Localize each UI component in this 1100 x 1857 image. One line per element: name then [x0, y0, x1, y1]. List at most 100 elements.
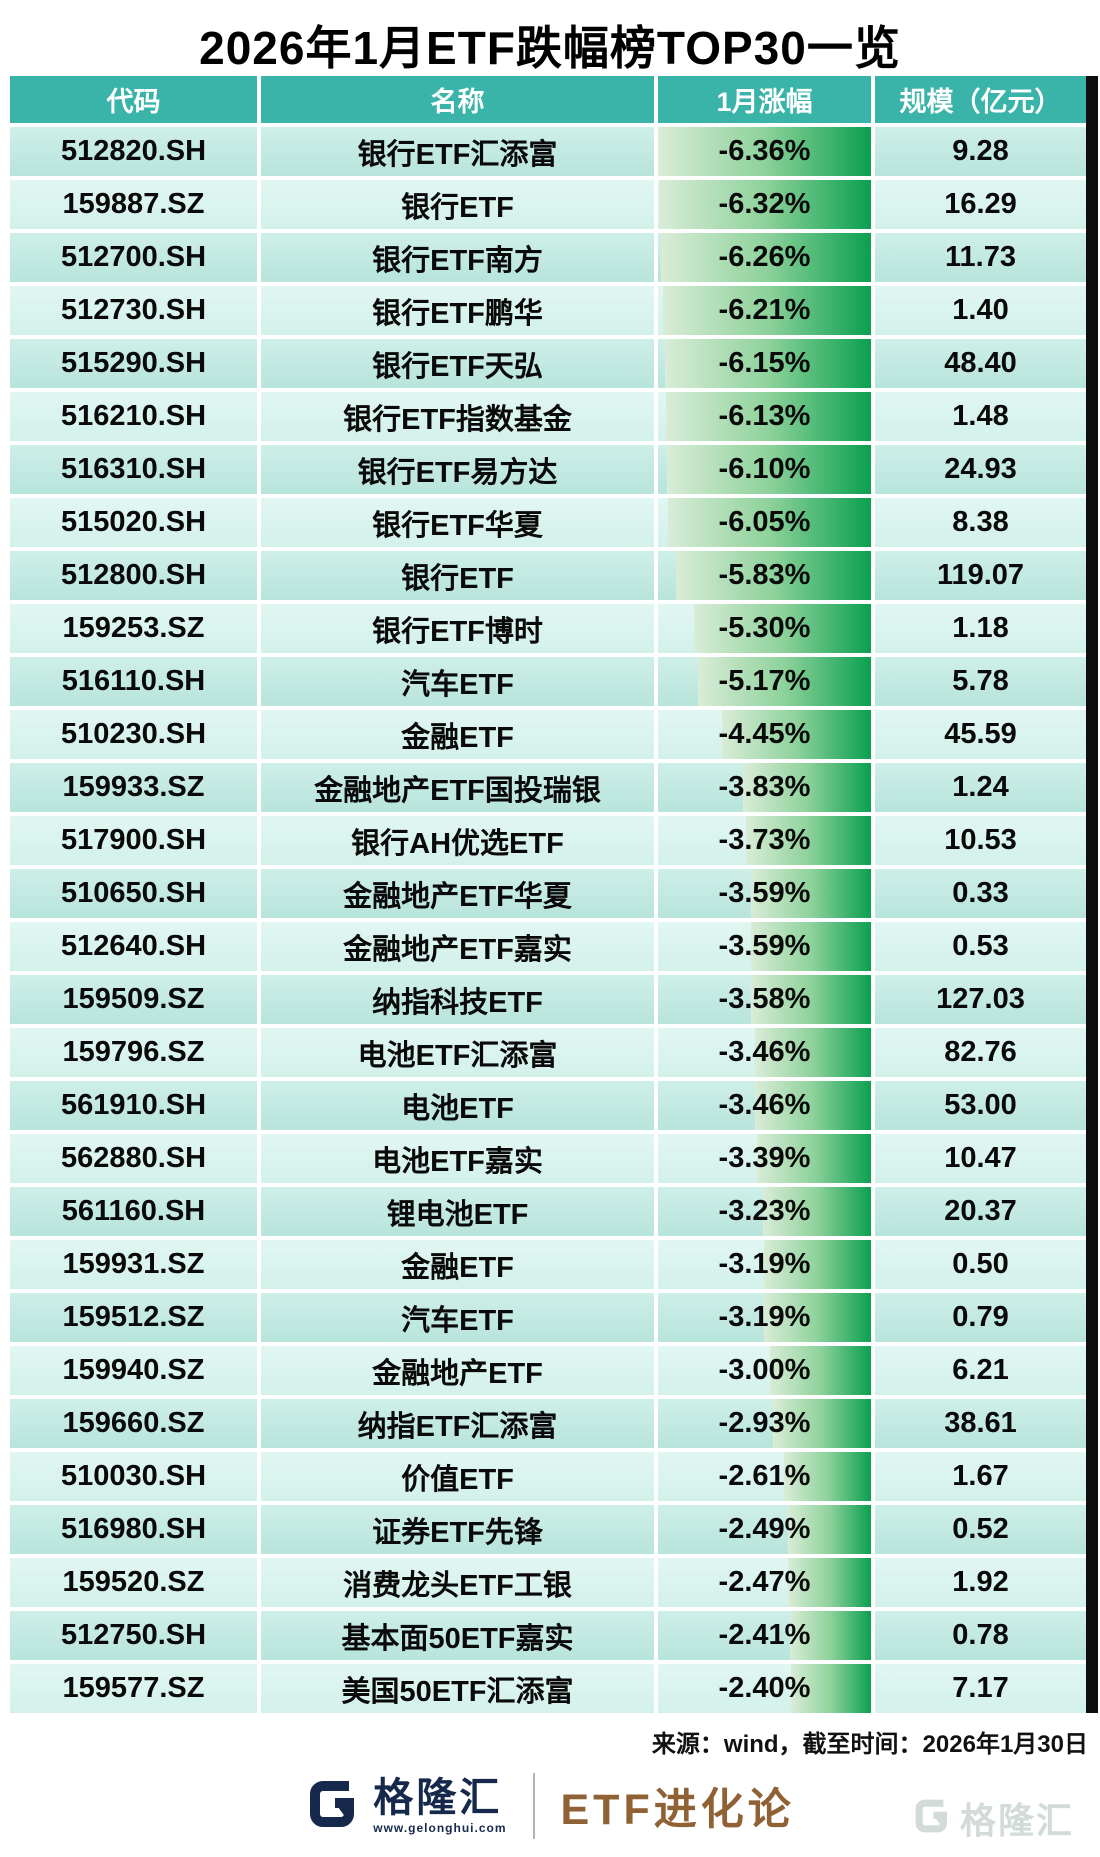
- table-row: 512820.SH 银行ETF汇添富 -6.36% 9.28: [10, 127, 1086, 176]
- code-cell: 562880.SH: [10, 1134, 257, 1183]
- scale-cell: 1.24: [875, 763, 1086, 812]
- pct-label: -6.26%: [718, 241, 811, 273]
- table-row: 510650.SH 金融地产ETF华夏 -3.59% 0.33: [10, 869, 1086, 918]
- header-scale: 规模（亿元）: [875, 76, 1086, 123]
- table-header-row: 代码 名称 1月涨幅 规模（亿元）: [10, 76, 1086, 123]
- table-row: 512640.SH 金融地产ETF嘉实 -3.59% 0.53: [10, 922, 1086, 971]
- code-cell: 159509.SZ: [10, 975, 257, 1024]
- pct-label: -4.45%: [718, 718, 811, 750]
- pct-label: -3.59%: [718, 930, 811, 962]
- pct-bar: [721, 710, 871, 759]
- table-row: 512800.SH 银行ETF -5.83% 119.07: [10, 551, 1086, 600]
- pct-cell: -3.19%: [658, 1240, 871, 1289]
- table-row: 159887.SZ 银行ETF -6.32% 16.29: [10, 180, 1086, 229]
- pct-bar: [764, 1293, 871, 1342]
- scale-cell: 1.18: [875, 604, 1086, 653]
- pct-label: -3.73%: [718, 824, 811, 856]
- table-row: 159577.SZ 美国50ETF汇添富 -2.40% 7.17: [10, 1664, 1086, 1713]
- name-cell: 银行ETF指数基金: [261, 392, 654, 441]
- pct-cell: -3.46%: [658, 1028, 871, 1077]
- pct-label: -3.59%: [718, 877, 811, 909]
- table-row: 516210.SH 银行ETF指数基金 -6.13% 1.48: [10, 392, 1086, 441]
- pct-label: -3.83%: [718, 771, 811, 803]
- pct-bar: [770, 1346, 871, 1395]
- pct-bar: [751, 975, 871, 1024]
- scale-cell: 10.53: [875, 816, 1086, 865]
- code-cell: 516210.SH: [10, 392, 257, 441]
- pct-label: -3.00%: [718, 1354, 811, 1386]
- scale-cell: 6.21: [875, 1346, 1086, 1395]
- scale-cell: 0.52: [875, 1505, 1086, 1554]
- scale-cell: 16.29: [875, 180, 1086, 229]
- scale-cell: 1.40: [875, 286, 1086, 335]
- pct-cell: -6.36%: [658, 127, 871, 176]
- table-row: 561910.SH 电池ETF -3.46% 53.00: [10, 1081, 1086, 1130]
- table-row: 510030.SH 价值ETF -2.61% 1.67: [10, 1452, 1086, 1501]
- name-cell: 银行ETF: [261, 551, 654, 600]
- code-cell: 512700.SH: [10, 233, 257, 282]
- pct-cell: -3.19%: [658, 1293, 871, 1342]
- pct-bar: [783, 1452, 871, 1501]
- pct-bar: [755, 1081, 871, 1130]
- code-cell: 510650.SH: [10, 869, 257, 918]
- pct-bar: [675, 551, 871, 600]
- pct-label: -3.46%: [718, 1036, 811, 1068]
- name-cell: 银行ETF华夏: [261, 498, 654, 547]
- table-row: 159796.SZ 电池ETF汇添富 -3.46% 82.76: [10, 1028, 1086, 1077]
- pct-bar: [787, 1505, 871, 1554]
- pct-cell: -5.17%: [658, 657, 871, 706]
- name-cell: 电池ETF嘉实: [261, 1134, 654, 1183]
- pct-cell: -5.30%: [658, 604, 871, 653]
- name-cell: 电池ETF汇添富: [261, 1028, 654, 1077]
- source-note: 来源：wind，截至时间：2026年1月30日: [651, 1731, 1088, 1758]
- pct-cell: -3.23%: [658, 1187, 871, 1236]
- name-cell: 银行ETF汇添富: [261, 127, 654, 176]
- name-cell: 金融地产ETF国投瑞银: [261, 763, 654, 812]
- pct-bar: [764, 1240, 871, 1289]
- pct-cell: -4.45%: [658, 710, 871, 759]
- code-cell: 159931.SZ: [10, 1240, 257, 1289]
- pct-cell: -3.46%: [658, 1081, 871, 1130]
- pct-label: -2.47%: [718, 1566, 811, 1598]
- table-row: 159509.SZ 纳指科技ETF -3.58% 127.03: [10, 975, 1086, 1024]
- scale-cell: 48.40: [875, 339, 1086, 388]
- pct-bar: [757, 1134, 871, 1183]
- name-cell: 银行AH优选ETF: [261, 816, 654, 865]
- code-cell: 159512.SZ: [10, 1293, 257, 1342]
- name-cell: 纳指科技ETF: [261, 975, 654, 1024]
- code-cell: 561160.SH: [10, 1187, 257, 1236]
- pct-label: -6.05%: [718, 506, 811, 538]
- code-cell: 159577.SZ: [10, 1664, 257, 1713]
- table-row: 159660.SZ 纳指ETF汇添富 -2.93% 38.61: [10, 1399, 1086, 1448]
- pct-bar: [659, 180, 871, 229]
- table-row: 159253.SZ 银行ETF博时 -5.30% 1.18: [10, 604, 1086, 653]
- table-row: 516110.SH 汽车ETF -5.17% 5.78: [10, 657, 1086, 706]
- pct-bar: [665, 392, 871, 441]
- scale-cell: 7.17: [875, 1664, 1086, 1713]
- pct-label: -3.19%: [718, 1301, 811, 1333]
- pct-bar: [697, 657, 871, 706]
- table-row: 516310.SH 银行ETF易方达 -6.10% 24.93: [10, 445, 1086, 494]
- pct-cell: -2.61%: [658, 1452, 871, 1501]
- column-name: ETF进化论: [560, 1786, 795, 1834]
- table-row: 159512.SZ 汽车ETF -3.19% 0.79: [10, 1293, 1086, 1342]
- pct-bar: [750, 922, 871, 971]
- pct-label: -3.46%: [718, 1089, 811, 1121]
- code-cell: 159940.SZ: [10, 1346, 257, 1395]
- pct-cell: -6.26%: [658, 233, 871, 282]
- brand-texts: 格隆汇 www.gelonghui.com: [373, 1778, 506, 1834]
- name-cell: 金融ETF: [261, 710, 654, 759]
- pct-label: -2.40%: [718, 1672, 811, 1704]
- pct-label: -5.83%: [718, 559, 811, 591]
- etf-table: 代码 名称 1月涨幅 规模（亿元） 512820.SH 银行ETF汇添富 -6.36…: [10, 76, 1098, 1713]
- pct-label: -5.17%: [718, 665, 811, 697]
- code-cell: 159796.SZ: [10, 1028, 257, 1077]
- pct-cell: -3.39%: [658, 1134, 871, 1183]
- scale-cell: 1.92: [875, 1558, 1086, 1607]
- pct-cell: -6.05%: [658, 498, 871, 547]
- name-cell: 金融地产ETF: [261, 1346, 654, 1395]
- name-cell: 汽车ETF: [261, 657, 654, 706]
- pct-cell: -2.93%: [658, 1399, 871, 1448]
- name-cell: 价值ETF: [261, 1452, 654, 1501]
- pct-bar: [762, 1187, 871, 1236]
